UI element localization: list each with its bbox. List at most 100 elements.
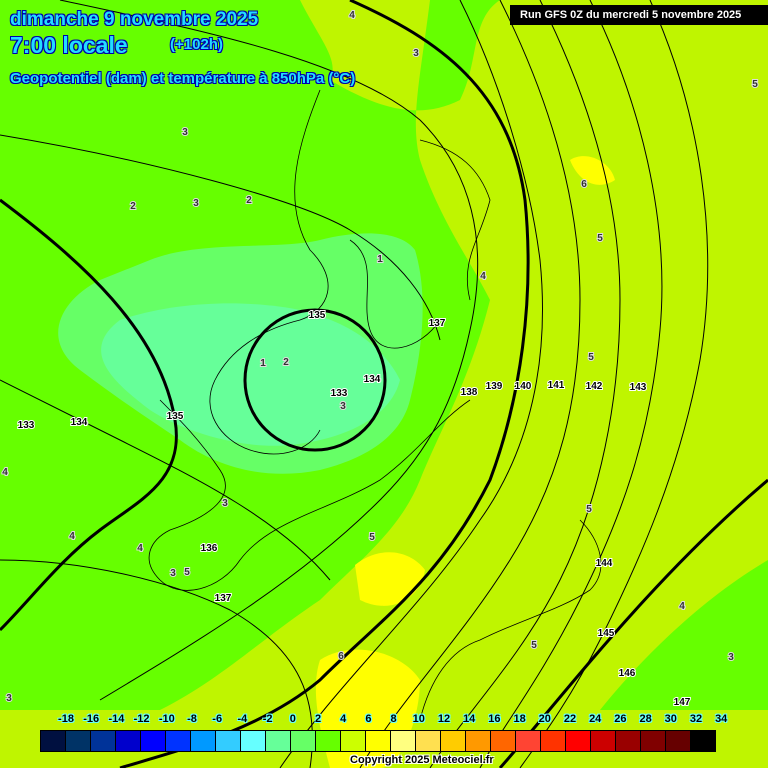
geopotential-label: 143 (630, 382, 647, 393)
color-swatch (266, 731, 291, 751)
color-scale-label: 28 (639, 713, 652, 725)
forecast-lead: (+102h) (170, 36, 223, 53)
color-swatch (666, 731, 691, 751)
color-swatch (416, 731, 441, 751)
temperature-label: 3 (6, 693, 12, 704)
forecast-time: 7:00 locale (10, 32, 128, 58)
temperature-label: 3 (413, 48, 419, 59)
color-swatch (216, 731, 241, 751)
temperature-label: 3 (222, 498, 228, 509)
temperature-label: 2 (283, 357, 289, 368)
geopotential-label: 137 (215, 593, 232, 604)
temperature-label: 3 (193, 198, 199, 209)
geopotential-label: 139 (486, 381, 503, 392)
color-scale-label: 20 (538, 713, 551, 725)
temperature-label: 3 (170, 568, 176, 579)
coastlines (148, 89, 602, 721)
geopotential-label: 141 (548, 380, 565, 391)
temperature-label: 3 (340, 401, 346, 412)
temp-zone-cold-core (101, 303, 400, 446)
color-scale-label: 22 (563, 713, 577, 725)
color-scale-label: -12 (133, 713, 150, 725)
color-scale-label: -4 (237, 713, 248, 725)
color-scale-label: 14 (463, 713, 476, 725)
temperature-label: 1 (377, 254, 383, 265)
temperature-label: 2 (246, 195, 252, 206)
geopotential-label: 142 (586, 381, 603, 392)
color-swatch (141, 731, 166, 751)
temperature-label: 4 (679, 601, 685, 612)
color-swatch (566, 731, 591, 751)
color-scale-label: 26 (614, 713, 627, 725)
temperature-label: 5 (369, 532, 375, 543)
color-swatch (191, 731, 216, 751)
color-scale-label: 32 (689, 713, 703, 725)
temperature-label: 4 (480, 271, 486, 282)
color-swatch (166, 731, 191, 751)
geopotential-label: 133 (331, 388, 348, 399)
color-scale-label: -10 (158, 713, 175, 725)
color-scale-label: 24 (589, 713, 602, 725)
color-scale-label: -16 (83, 713, 100, 725)
geopotential-label: 134 (364, 374, 381, 385)
geopotential-label: 140 (515, 381, 532, 392)
color-swatch (441, 731, 466, 751)
copyright: Copyright 2025 Meteociel.fr (350, 754, 494, 766)
temperature-label: 3 (728, 652, 734, 663)
geopotential-label: 144 (596, 558, 613, 569)
parameter-title: Geopotentiel (dam) et température à 850h… (10, 70, 356, 87)
color-swatch (91, 731, 116, 751)
temp-zone-yellow-3 (570, 156, 615, 185)
color-scale-label: -6 (212, 713, 223, 725)
color-scale-label: 18 (513, 713, 526, 725)
temperature-label: 4 (137, 543, 143, 554)
temperature-label: 6 (581, 179, 587, 190)
color-swatch (291, 731, 316, 751)
temperature-label: 1 (260, 358, 266, 369)
temperature-label: 5 (586, 504, 592, 515)
color-scale-label: 16 (488, 713, 501, 725)
temperature-label: 3 (182, 127, 188, 138)
isohypse-bold-east (119, 0, 530, 768)
forecast-date: dimanche 9 novembre 2025 (10, 9, 259, 30)
temperature-label: 5 (597, 233, 603, 244)
color-scale-label: 6 (365, 713, 372, 725)
geopotential-label: 135 (309, 310, 326, 321)
color-scale-label: 0 (289, 713, 296, 725)
run-info: Run GFS 0Z du mercredi 5 novembre 2025 (510, 5, 768, 25)
isohypse-bold-west (0, 198, 178, 632)
color-scale-label: 10 (412, 713, 425, 725)
color-swatch (341, 731, 366, 751)
color-swatch (116, 731, 141, 751)
isohypses (0, 0, 709, 768)
temperature-label: 4 (69, 531, 75, 542)
color-scale-label: 12 (437, 713, 451, 725)
temperature-label: 4 (2, 467, 8, 478)
color-swatch (366, 731, 391, 751)
temperature-label: 6 (338, 651, 344, 662)
temperature-label: 5 (588, 352, 594, 363)
temp-zone-green-se (600, 560, 768, 710)
color-scale-label: 8 (390, 713, 397, 725)
geopotential-label: 135 (167, 411, 184, 422)
color-swatch (616, 731, 641, 751)
color-scale-label: -14 (108, 713, 125, 725)
temperature-label: 4 (349, 10, 355, 21)
temperature-label: 5 (752, 79, 758, 90)
geopotential-label: 147 (674, 697, 691, 708)
color-scale-label: 30 (664, 713, 677, 725)
color-scale-label: -2 (262, 713, 273, 725)
temperature-label: 5 (531, 640, 537, 651)
geopotential-label: 134 (71, 417, 88, 428)
color-scale-label: -18 (58, 713, 74, 725)
color-swatch (391, 731, 416, 751)
color-swatch (316, 731, 341, 751)
color-scale-label: 4 (340, 713, 347, 725)
color-scale-label: 2 (314, 713, 322, 725)
geopotential-label: 146 (619, 668, 636, 679)
color-swatch (66, 731, 91, 751)
geopotential-label: 138 (461, 387, 478, 398)
